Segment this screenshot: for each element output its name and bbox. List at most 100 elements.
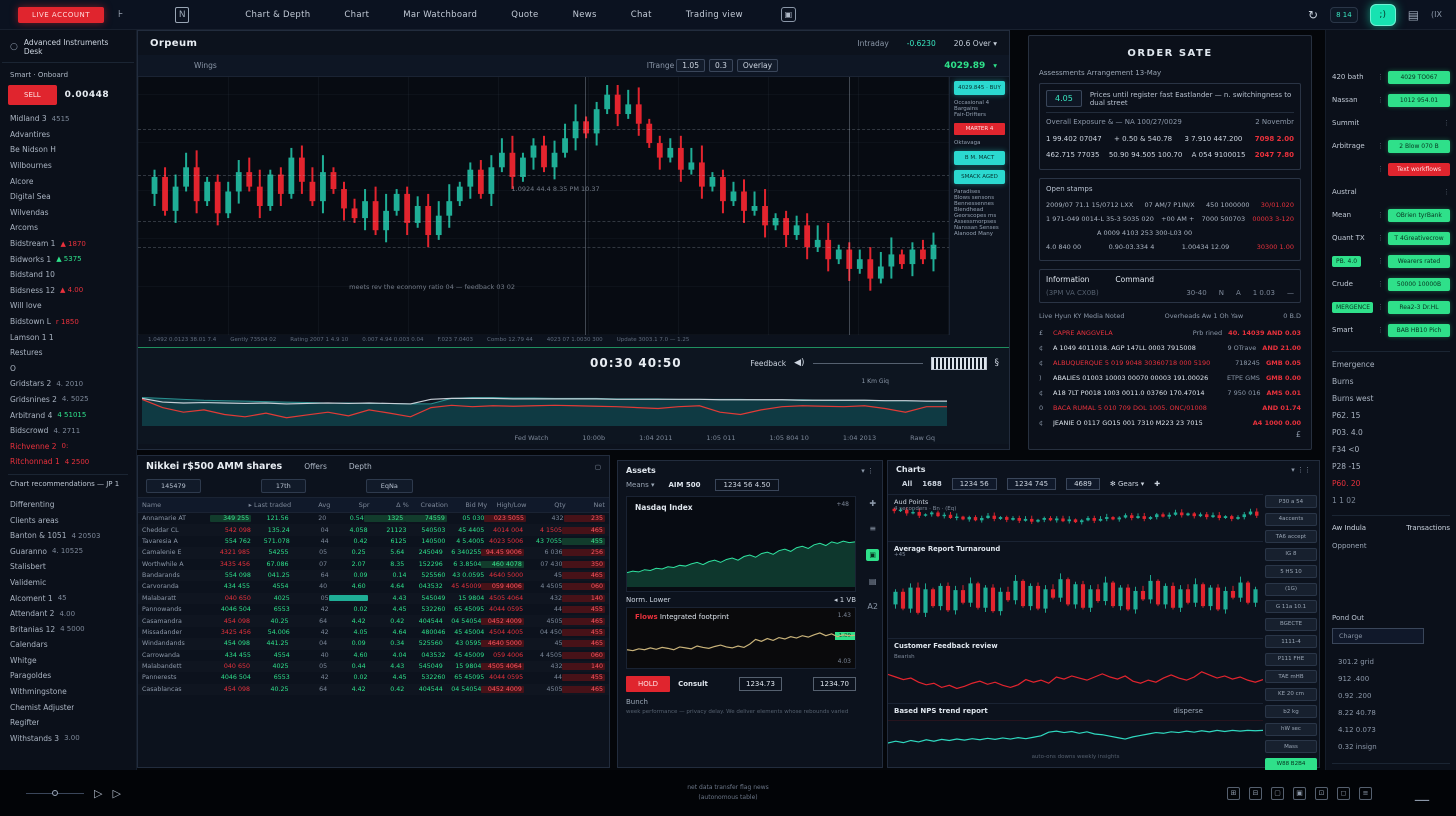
taskbar-icon[interactable]: ⊟: [1249, 786, 1262, 800]
order-tab[interactable]: Information: [1046, 275, 1090, 284]
mini-chart-side-button[interactable]: b2 kg: [1265, 705, 1317, 718]
watchlist-item[interactable]: Advantires: [10, 129, 51, 139]
watchlist-item[interactable]: Bidscrowd 4. 2711: [10, 426, 81, 436]
slider-knob[interactable]: [52, 789, 58, 796]
refresh-icon[interactable]: ↻: [1308, 7, 1319, 22]
market-row[interactable]: Malabandett 040 650 4025 05 0.44 4.43 545049 15…: [142, 663, 606, 671]
market-row[interactable]: Carvoranda 434 455 4554 40 4.60 4.64 043532 45 …: [142, 583, 606, 591]
mini-chart-side-button[interactable]: W88 B2B4: [1265, 757, 1317, 771]
sell-button[interactable]: SELL: [8, 85, 57, 105]
means-select[interactable]: Means ▾: [626, 481, 655, 489]
mini-chart-side-button[interactable]: G 11a 10.1: [1265, 600, 1317, 613]
tab-depth[interactable]: Depth: [348, 462, 372, 471]
watchlist-item[interactable]: Be Nidson H: [10, 145, 56, 155]
row-menu-icon[interactable]: ⋮: [1377, 326, 1384, 334]
tool-label[interactable]: Blows sensons: [954, 195, 995, 201]
quick-trade-button[interactable]: 50000 10000B: [1388, 277, 1450, 291]
market-filter-chip[interactable]: 17th: [260, 479, 306, 493]
watchlist-item[interactable]: Bidstand 10: [10, 270, 55, 280]
value-box[interactable]: 1234 56: [951, 478, 997, 490]
watchlist-item[interactable]: Validemic: [10, 577, 47, 587]
market-row[interactable]: Annamarie AT 349 255 121.56 20 0.54 1325 74559…: [142, 515, 606, 523]
expand-icon[interactable]: ▢: [594, 462, 601, 471]
range-select[interactable]: 20.6 Over ▾: [953, 38, 997, 48]
overlay-chip[interactable]: Overlay: [736, 59, 779, 72]
menu-item[interactable]: Trading view: [685, 9, 743, 20]
tool-label[interactable]: Bennessennes: [954, 201, 994, 207]
market-order-button[interactable]: MARTER 4: [954, 123, 1005, 135]
mini-chart-side-button[interactable]: 4accents: [1265, 512, 1317, 526]
quick-trade-button[interactable]: Wearers rated: [1388, 254, 1450, 268]
quote-item[interactable]: P62. 15: [1332, 411, 1361, 420]
watchlist-item[interactable]: Lamson 1 1: [10, 332, 54, 342]
open-order-row[interactable]: 4.0 840 00 0.90-03.334 4 1.00434 12.09 303…: [1046, 243, 1294, 251]
speaker-icon[interactable]: ◀): [794, 358, 805, 368]
row-menu-icon[interactable]: ⋮: [1443, 119, 1450, 127]
watchlist-item[interactable]: Digital Sea: [10, 192, 51, 202]
order-log-row[interactable]: ¢ A 1049 4011018. AGP 147LL 0003 7915008…: [1039, 343, 1301, 352]
market-filter-chip[interactable]: EqNa: [365, 479, 413, 493]
quick-trade-button[interactable]: OBrien tyrBank: [1388, 208, 1450, 222]
watchlist-item[interactable]: Alcore: [10, 176, 34, 186]
mini-chart-side-button[interactable]: hW sec: [1265, 722, 1317, 736]
watchlist-item[interactable]: Paragoldes: [10, 671, 52, 681]
taskbar-icon[interactable]: ▢: [1271, 786, 1284, 800]
order-log-row[interactable]: ¢ ALBUQUERQUE 5 019 9048 30360718 000 51…: [1039, 358, 1301, 367]
watchlist-item[interactable]: Stalisbert: [10, 562, 46, 572]
market-row[interactable]: Missadander 3425 456 54.006 42 4.05 4.64 48004…: [142, 628, 605, 636]
watchlist-item[interactable]: O: [10, 363, 16, 373]
order-ctrl-chip[interactable]: 1 0.03: [1252, 289, 1275, 297]
watchlist-item[interactable]: Clients areas: [10, 515, 59, 525]
order-tab[interactable]: Command: [1115, 275, 1154, 284]
timeline-slider[interactable]: [26, 789, 84, 796]
market-row[interactable]: Worthwhile A 3435 456 67.086 07 2.07 8.35 1522…: [142, 560, 606, 568]
market-row[interactable]: Pannerests 4046 504 6553 42 0.02 4.45 532260 65…: [142, 674, 605, 682]
watchlist-item[interactable]: Ritchonnad 1 4 2500: [10, 457, 90, 467]
mini-chart-tealline[interactable]: [888, 716, 1263, 752]
settings-icon[interactable]: §: [994, 358, 1000, 368]
tool-label[interactable]: Blendhead: [954, 207, 984, 213]
watchlist-item[interactable]: Withstands 3 3.00: [10, 733, 80, 743]
tool-label[interactable]: Paradises: [954, 189, 981, 195]
row-menu-icon[interactable]: ⋮: [1377, 142, 1384, 150]
watchlist-item[interactable]: Whitge: [10, 655, 37, 665]
menu-item[interactable]: Mar Watchboard: [403, 9, 478, 20]
taskbar-icon[interactable]: ≡: [1359, 786, 1372, 800]
order-log-row[interactable]: ¢ JEANIE O 0117 GO15 001 7310 M223 23 70…: [1039, 418, 1301, 427]
filter-all[interactable]: All: [902, 480, 913, 488]
app-logo-icon[interactable]: N: [175, 6, 190, 23]
watchlist-item[interactable]: Bidstream 1 ▲ 1870: [10, 239, 86, 249]
buy-quick-button[interactable]: 4029.845 · BUY: [954, 81, 1005, 95]
watchlist-item[interactable]: Gridstars 2 4. 2010: [10, 379, 84, 389]
tool-label[interactable]: Bargains: [954, 106, 979, 112]
tool-label[interactable]: Occasional 4: [954, 100, 990, 106]
quick-trade-button[interactable]: Text workflows: [1388, 162, 1450, 176]
timeframe-chip-2[interactable]: 0.3: [708, 59, 733, 72]
menu-item[interactable]: Quote: [511, 9, 539, 20]
row-menu-icon[interactable]: ⋮: [1377, 303, 1384, 311]
row-menu-icon[interactable]: ⋮: [1377, 165, 1384, 173]
watchlist-item[interactable]: Guaranno 4. 10525: [10, 546, 84, 556]
watchlist-item[interactable]: Alcoment 1 45: [10, 593, 67, 603]
market-row[interactable]: Bandarands 554 098 041.25 64 0.09 0.14 525560 4…: [142, 572, 605, 580]
market-row[interactable]: Pannowands 4046 504 6553 42 0.02 4.45 532260 65…: [142, 606, 605, 614]
assets-tool-icon[interactable]: ▤: [868, 577, 877, 586]
row-menu-icon[interactable]: ⋮: [1377, 257, 1384, 265]
market-row[interactable]: Casamandra 454 098 40.25 64 4.42 0.42 404544 04…: [142, 617, 606, 625]
order-log-row[interactable]: £ CAPRE ANGGVELA Prb rined 40. 14039 AND…: [1039, 328, 1301, 337]
value-box[interactable]: 1234 745: [1006, 478, 1057, 490]
open-order-row[interactable]: A 0009 4103 253 300-L03 00: [1096, 229, 1193, 237]
market-row[interactable]: Windandands 454 098 441.25 04 0.09 0.34 525560…: [142, 640, 606, 648]
quick-trade-button[interactable]: 1012 954.01: [1388, 93, 1450, 107]
assets-tool-icon[interactable]: ≡: [869, 524, 877, 533]
order-ctrl-chip[interactable]: A: [1235, 289, 1241, 297]
watchlist-item[interactable]: Wilvendas: [10, 207, 49, 217]
watchlist-item[interactable]: Arcoms: [10, 223, 38, 233]
watchlist-item[interactable]: Arbitrand 4 4 51015: [10, 410, 87, 420]
mini-chart-side-button[interactable]: Mass: [1265, 740, 1317, 753]
tab-offers[interactable]: Offers: [304, 462, 327, 471]
hold-button[interactable]: HOLD: [626, 676, 671, 692]
sidebar-search[interactable]: ○ Advanced Instruments Desk: [0, 30, 136, 62]
watchlist-item[interactable]: Attendant 2 4.00: [10, 609, 76, 619]
watchlist-item[interactable]: Restures: [10, 348, 43, 358]
